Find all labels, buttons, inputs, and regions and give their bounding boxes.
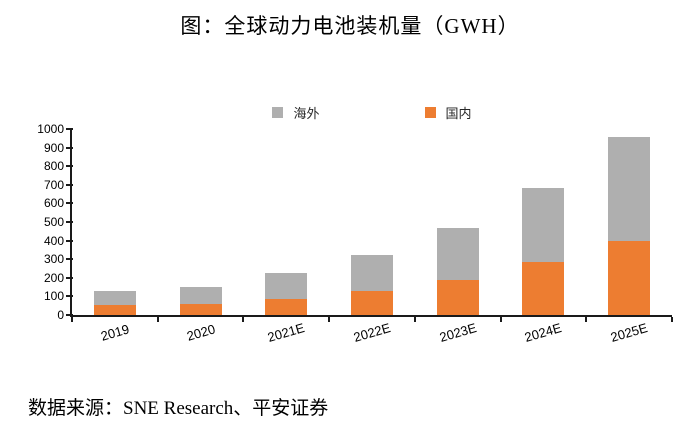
y-tick-500 [66,221,73,223]
y-tick-900 [66,146,73,149]
legend-item-domestic: 国内 [424,103,472,122]
x-axis-line [70,315,672,317]
y-tick-label-100: 100 [43,289,64,304]
x-axis-label-2025E: 2025E [609,320,650,345]
bar-2020 [158,129,244,315]
bar-2025E [586,129,672,315]
y-tick-label-300: 300 [43,252,64,267]
y-axis-line [70,129,72,317]
bar-segment-overseas-2019 [93,290,136,305]
y-tick-1000 [66,128,73,130]
bar-2021E [243,129,329,315]
bar-2022E [329,129,415,315]
y-tick-700 [66,183,73,186]
bar-segment-domestic-2019 [93,304,136,315]
chart-legend: 海外 国内 [72,103,672,122]
y-tick-label-0: 0 [57,308,64,322]
legend-label-overseas: 海外 [293,106,320,121]
x-axis-label-2020: 2020 [184,321,217,344]
bar-segment-domestic-2021E [265,299,308,315]
bar-segment-overseas-2022E [350,254,393,291]
bar-segment-domestic-2025E [608,240,651,315]
x-axis-label-2022E: 2022E [351,320,393,345]
y-tick-label-800: 800 [43,159,64,174]
y-tick-label-500: 500 [43,215,64,229]
x-tick-7 [671,317,673,322]
bar-segment-domestic-2022E [350,290,393,315]
x-tick-4 [413,317,416,322]
data-source-note: 数据来源：SNE Research、平安证券 [28,398,329,419]
bar-segment-overseas-2021E [265,273,308,300]
y-tick-200 [66,276,73,279]
y-tick-label-1000: 1000 [37,122,64,136]
y-tick-label-200: 200 [43,270,64,285]
chart-title: 图：全球动力电池装机量（GWH） [180,14,520,38]
bar-segment-domestic-2020 [179,303,222,315]
x-tick-3 [328,317,331,322]
bar-segment-overseas-2024E [522,187,565,262]
legend-label-domestic: 国内 [445,106,472,121]
x-tick-1 [156,317,159,322]
bar-segment-overseas-2020 [179,287,222,304]
y-tick-600 [66,202,73,205]
bar-2019 [72,129,158,315]
y-tick-label-900: 900 [43,140,64,155]
domestic-swatch-icon [424,107,436,118]
y-tick-300 [66,258,73,261]
y-tick-label-400: 400 [43,233,64,248]
y-tick-label-600: 600 [43,196,64,211]
y-tick-100 [66,295,73,298]
x-axis-label-2023E: 2023E [437,320,478,345]
x-tick-5 [499,317,502,322]
bar-segment-domestic-2023E [436,279,479,315]
x-axis-label-2019: 2019 [98,321,131,344]
x-axis-label-2024E: 2024E [523,320,564,345]
bar-segment-overseas-2023E [436,227,479,280]
x-tick-2 [242,317,245,322]
bar-segment-overseas-2025E [608,137,651,241]
bar-segment-domestic-2024E [522,262,565,315]
bar-2023E [415,129,501,315]
overseas-swatch-icon [272,107,284,118]
plot-area: 0 100 200 300 400 500 600 700 800 900 1000 2019 2020… [37,123,673,345]
bar-2024E [501,129,587,315]
x-axis-label-2021E: 2021E [266,320,307,345]
y-tick-0 [66,314,73,316]
legend-item-overseas: 海外 [272,103,320,122]
y-tick-800 [66,165,73,168]
x-tick-6 [585,317,588,322]
x-tick-0 [71,317,73,322]
y-tick-label-700: 700 [43,177,64,192]
y-tick-400 [66,239,73,242]
